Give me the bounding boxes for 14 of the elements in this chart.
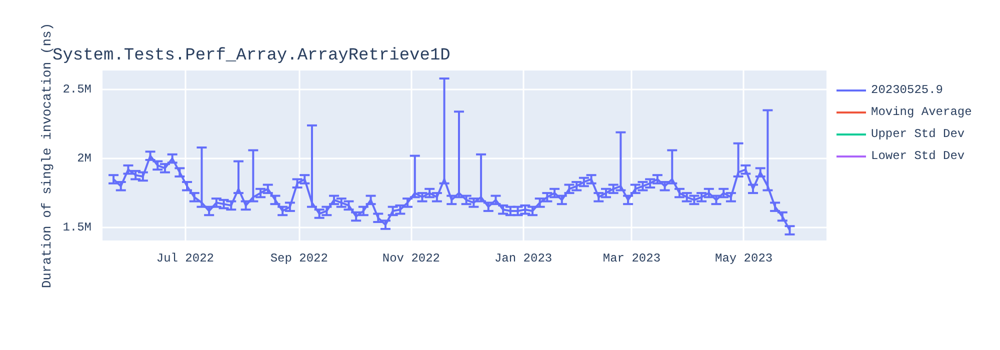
x-tick-label: Jul 2022 — [156, 252, 214, 266]
x-tick-label: Sep 2022 — [270, 252, 328, 266]
x-tick-label: Mar 2023 — [602, 252, 661, 266]
y-tick-label: 2M — [77, 152, 92, 166]
x-tick-label: Nov 2022 — [382, 252, 440, 266]
x-tick-label: Jan 2023 — [494, 252, 552, 266]
legend-label: Lower Std Dev — [871, 149, 965, 163]
legend-label: Moving Average — [871, 105, 972, 119]
x-tick-label: May 2023 — [715, 252, 773, 266]
legend-label: Upper Std Dev — [871, 127, 965, 141]
y-tick-label: 2.5M — [62, 82, 92, 97]
chart-title: System.Tests.Perf_Array.ArrayRetrieve1D — [52, 46, 450, 66]
y-tick-label: 1.5M — [62, 220, 92, 235]
legend-label: 20230525.9 — [871, 83, 944, 97]
